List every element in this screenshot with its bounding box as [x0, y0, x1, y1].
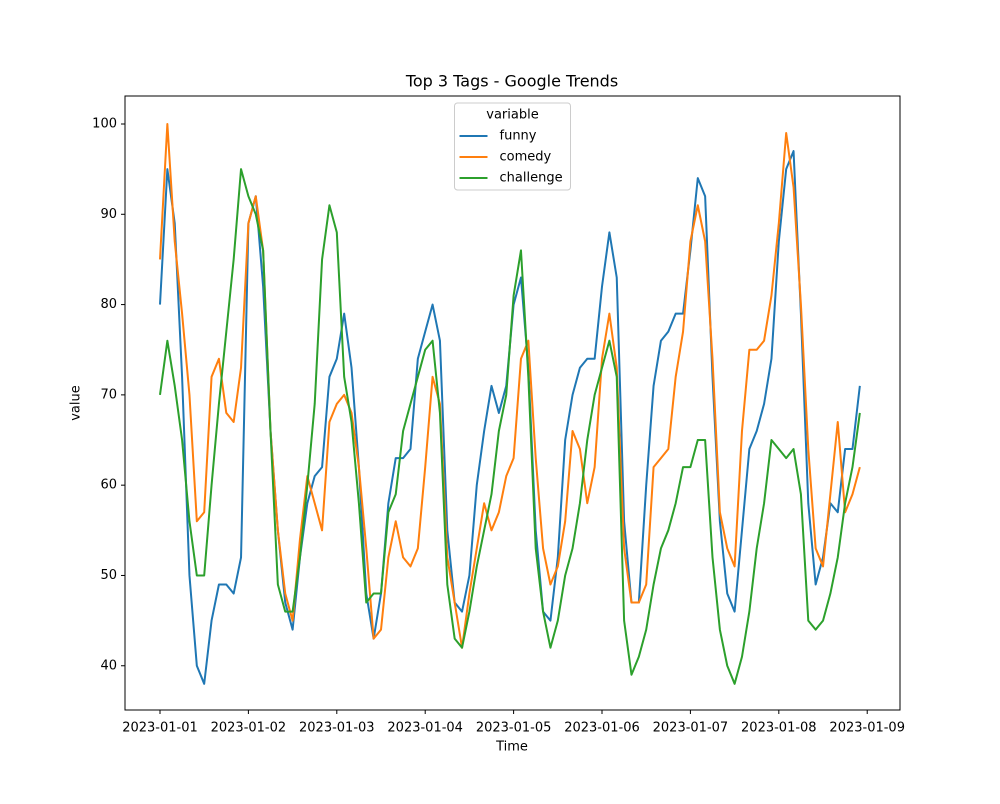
y-tick-label: 80	[100, 297, 117, 312]
x-tick-label: 2023-01-02	[211, 721, 287, 736]
x-tick-label: 2023-01-06	[564, 721, 640, 736]
x-tick-label: 2023-01-05	[476, 721, 552, 736]
chart-title: Top 3 Tags - Google Trends	[405, 72, 618, 91]
x-tick-label: 2023-01-08	[741, 721, 817, 736]
legend-label: comedy	[500, 150, 552, 165]
legend: variable funny comedy challenge	[454, 102, 571, 191]
y-tick-label: 90	[100, 207, 117, 222]
line-series	[158, 168, 861, 685]
legend-box	[454, 102, 571, 191]
x-tick-label: 2023-01-04	[387, 721, 463, 736]
legend-title: variable	[486, 108, 538, 123]
x-tick-label: 2023-01-03	[299, 721, 375, 736]
y-tick-label: 50	[100, 568, 117, 583]
y-tick-label: 70	[100, 387, 117, 402]
legend-label: funny	[500, 129, 537, 144]
x-tick-label: 2023-01-01	[122, 721, 198, 736]
x-tick-label: 2023-01-09	[829, 721, 905, 736]
axes-frame	[124, 95, 901, 711]
x-axis-label: Time	[495, 740, 528, 755]
y-tick-label: 100	[92, 116, 117, 131]
y-axis-label: value	[69, 385, 84, 421]
legend-label: challenge	[500, 171, 563, 186]
plot-area	[158, 122, 861, 685]
y-tick-label: 60	[100, 478, 117, 493]
y-tick-label: 40	[100, 658, 117, 673]
line-series	[158, 122, 861, 649]
x-tick-label: 2023-01-07	[653, 721, 729, 736]
